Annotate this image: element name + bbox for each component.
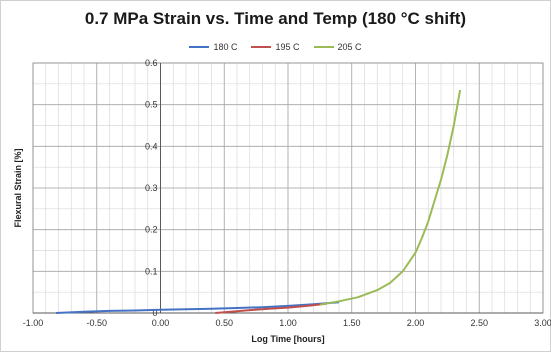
y-tick-label: 0.5 xyxy=(145,100,158,110)
legend-item: 180 C xyxy=(189,42,237,52)
x-axis-title: Log Time [hours] xyxy=(251,334,324,344)
x-tick-label: 2.50 xyxy=(470,318,488,328)
series-line-205-c xyxy=(319,89,462,306)
legend: 180 C 195 C 205 C xyxy=(0,42,551,52)
y-tick-label: 0.2 xyxy=(145,225,158,235)
y-tick-label: 0 xyxy=(152,308,157,318)
legend-swatch xyxy=(251,46,272,48)
legend-swatch xyxy=(313,46,334,48)
x-tick-label: 0.00 xyxy=(152,318,170,328)
y-tick-label: 0.6 xyxy=(145,58,158,68)
x-tick-label: 2.00 xyxy=(407,318,425,328)
legend-item: 205 C xyxy=(313,42,362,52)
legend-swatch xyxy=(189,46,210,48)
legend-item: 195 C xyxy=(251,42,300,52)
x-tick-label: 3.00 xyxy=(534,318,551,328)
chart-title: 0.7 MPa Strain vs. Time and Temp (180 °C… xyxy=(84,9,467,28)
x-tick-label: -0.50 xyxy=(86,318,107,328)
y-tick-label: 0.3 xyxy=(145,183,158,193)
series-line-195-c xyxy=(215,302,327,314)
x-tick-label: 0.50 xyxy=(215,318,233,328)
series-line-180-c xyxy=(55,301,340,314)
legend-label: 195 C xyxy=(275,42,300,52)
y-tick-label: 0.4 xyxy=(145,141,158,151)
y-tick-label: 0.1 xyxy=(145,266,158,276)
x-tick-label: 1.50 xyxy=(343,318,361,328)
x-tick-label: -1.00 xyxy=(23,318,44,328)
y-axis-title: Flexural Strain [%] xyxy=(13,148,23,227)
legend-label: 180 C xyxy=(213,42,238,52)
legend-label: 205 C xyxy=(337,42,362,52)
x-tick-label: 1.00 xyxy=(279,318,297,328)
